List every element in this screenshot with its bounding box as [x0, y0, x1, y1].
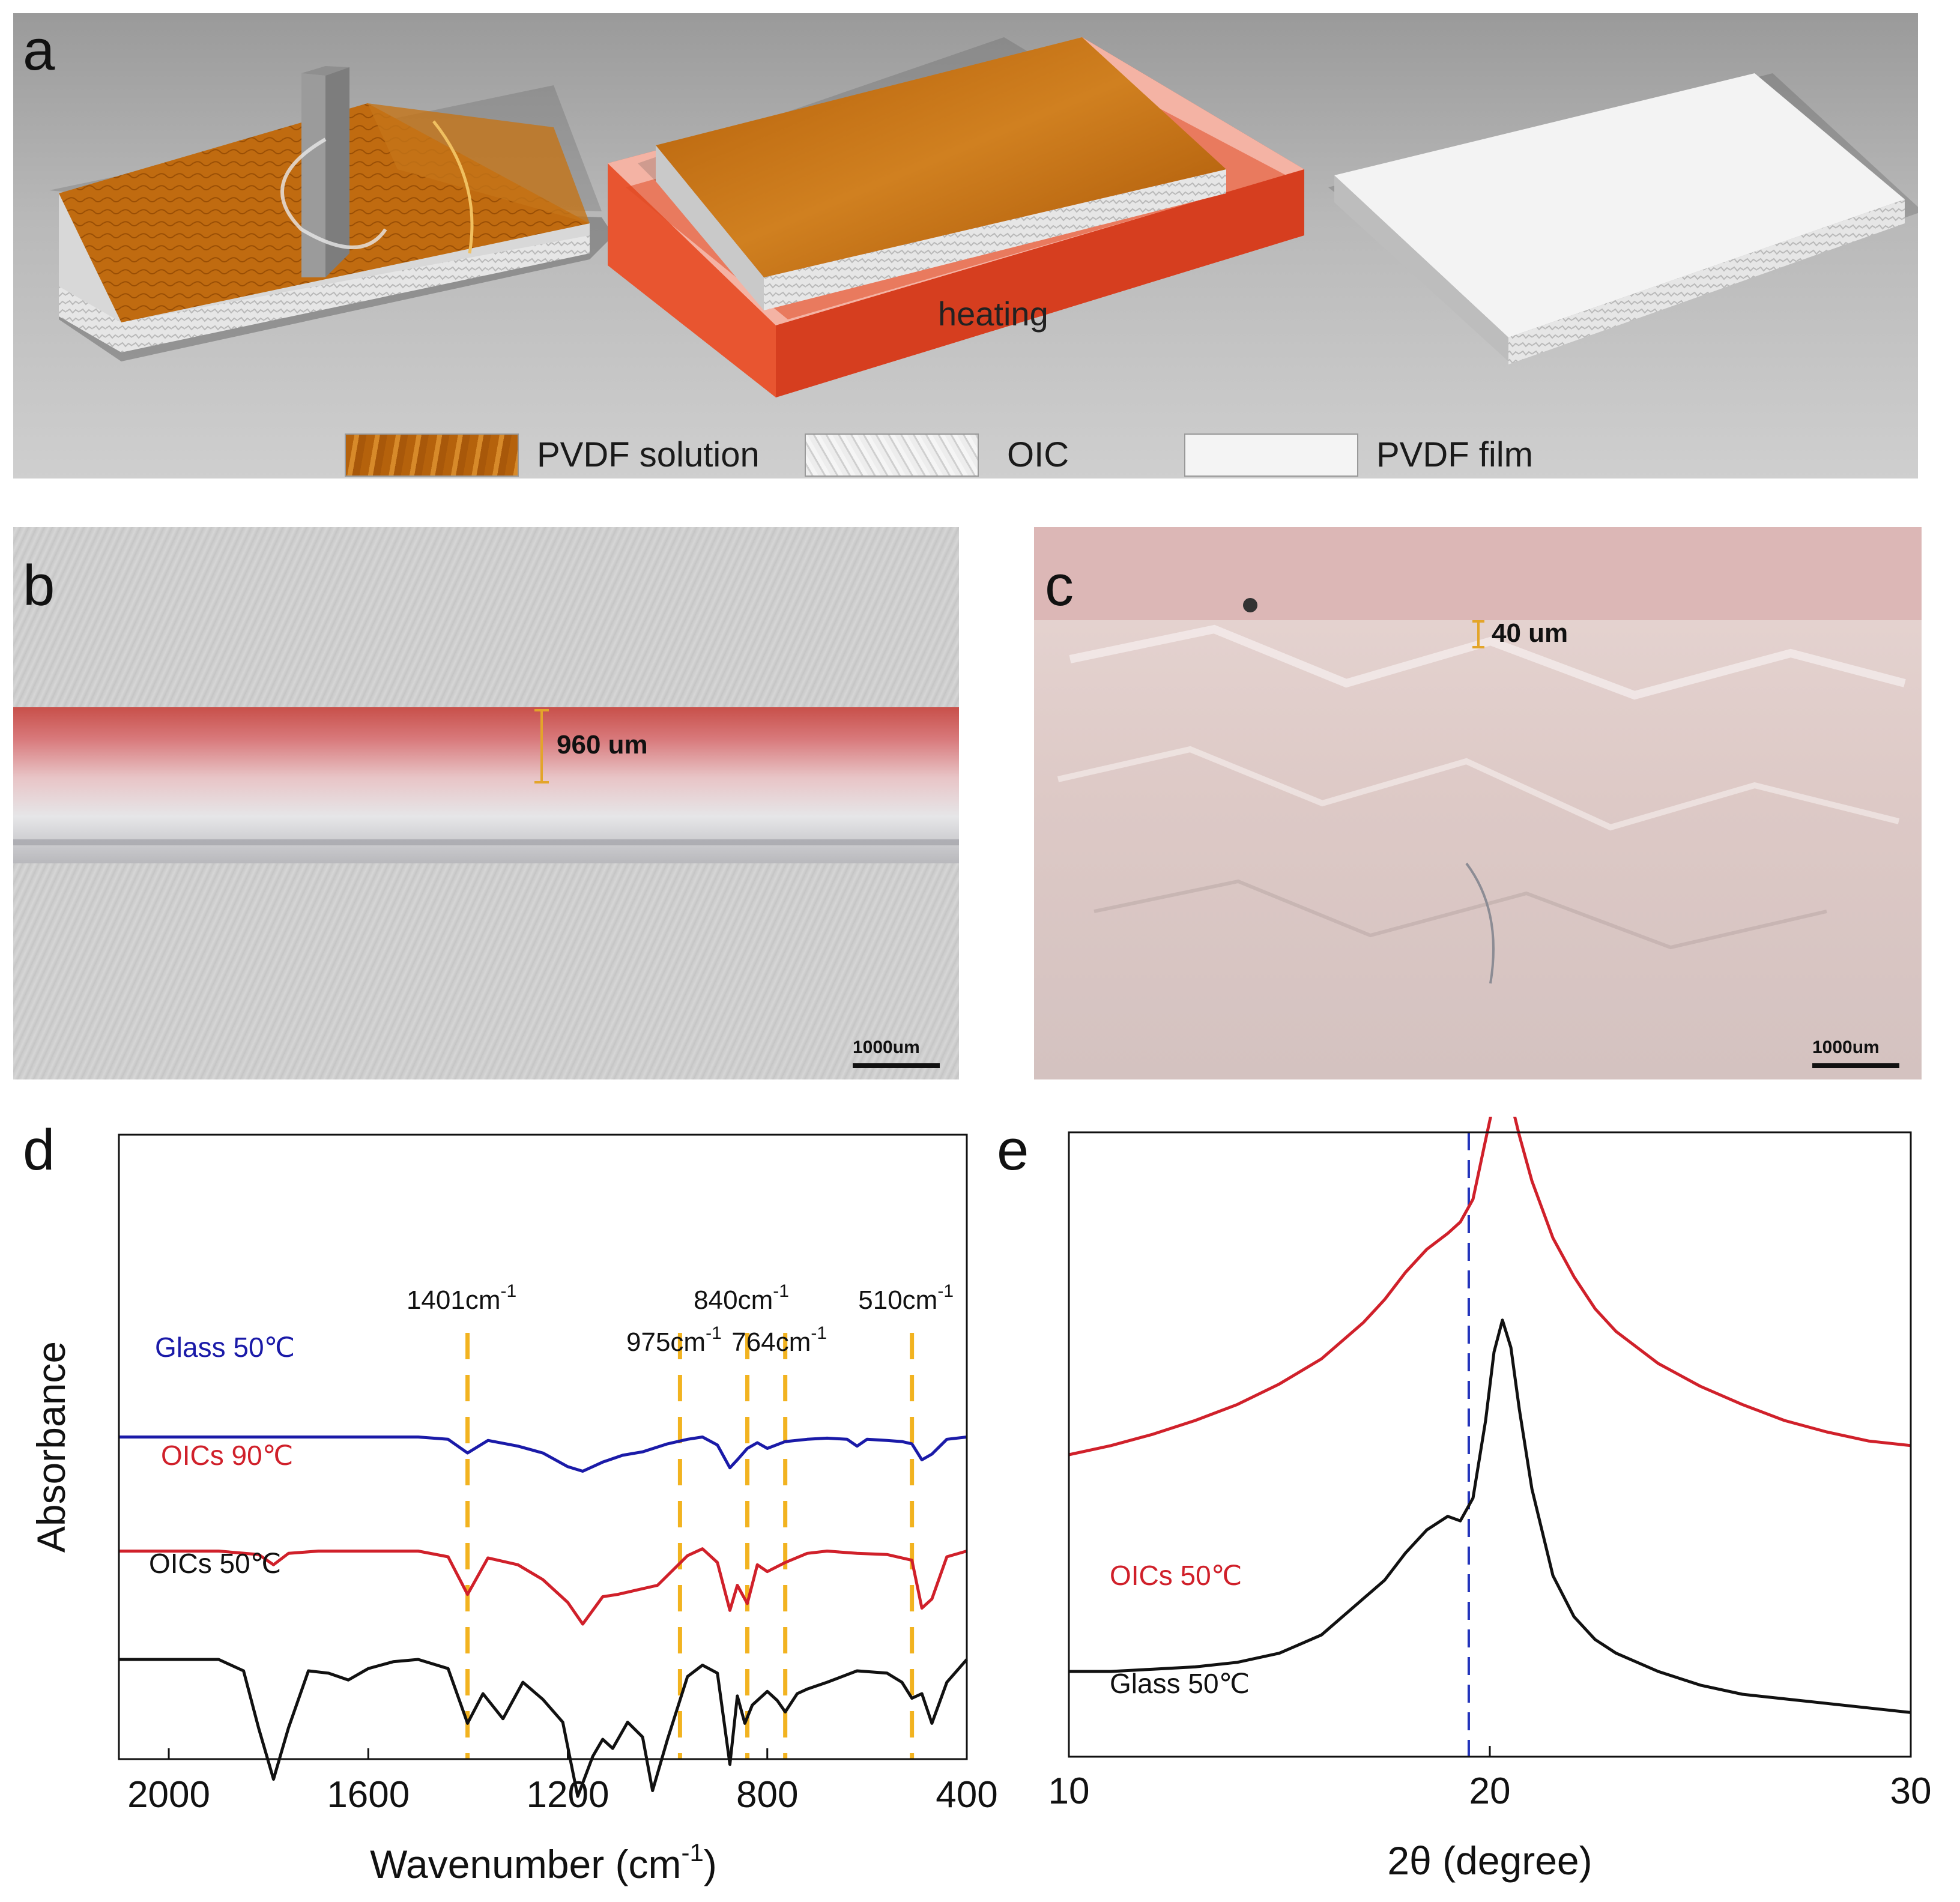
xrd-series-oics-50 [1068, 1117, 1911, 1457]
ftir-plot-frame [118, 1134, 968, 1760]
ftir-x-tick-label-800: 800 [736, 1774, 798, 1816]
ftir-y-axis-title: Absorbance [29, 1341, 73, 1553]
xrd-series-glass-50 [1069, 1318, 1911, 1714]
panel-letter-d: d [23, 1118, 55, 1182]
ftir-x-tick-label-400: 400 [936, 1774, 997, 1816]
heating-slab: heating [608, 37, 1304, 397]
xrd-series-label-glass-50: Glass 50℃ [1110, 1668, 1250, 1699]
panel-letter-b: b [23, 554, 55, 618]
ftir-series-glass-50 [119, 1436, 967, 1473]
film-cross-section-photo [1034, 527, 1922, 1079]
panel-letter-a: a [23, 18, 55, 82]
panel-letter-e: e [997, 1118, 1029, 1182]
legend-swatch-pvdf-solution [345, 433, 519, 477]
xrd-x-tick-label-20: 20 [1469, 1771, 1511, 1812]
ftir-series-label-oics-90: OICs 90℃ [161, 1440, 293, 1471]
thickness-label-c: 40 um [1492, 618, 1568, 648]
ftir-spectra-chart: 1401cm-1 975cm-1 840cm-1 764cm-1 510cm-1 Gla… [29, 1134, 997, 1886]
legend-label-oic: OIC [1007, 435, 1069, 474]
legend-label-pvdf-film: PVDF film [1376, 435, 1533, 474]
peak-label-764: 764cm-1 [731, 1323, 827, 1357]
panel-b-micrograph: 960 um 1000um [13, 527, 959, 1079]
ftir-series-label-glass-50: Glass 50℃ [155, 1332, 295, 1363]
legend-label-pvdf-solution: PVDF solution [537, 435, 760, 474]
fabrication-schematic: heating [49, 37, 1918, 397]
xrd-plot-frame [1068, 1131, 1912, 1758]
coating-slab [49, 66, 614, 361]
xrd-x-tick-label-30: 30 [1890, 1771, 1932, 1812]
xrd-series-label-oics-50: OICs 50℃ [1110, 1560, 1242, 1591]
legend-swatch-oic [805, 433, 979, 477]
ftir-x-tick-label-2000: 2000 [127, 1774, 210, 1816]
ftir-series-oics-90 [119, 1547, 967, 1626]
xrd-pattern-chart: OICs 50℃ Glass 50℃ 10 20 30 2θ (degree) [1048, 1117, 1932, 1883]
ftir-x-tick-label-1600: 1600 [327, 1774, 410, 1816]
heating-label: heating [938, 295, 1048, 333]
legend-swatch-pvdf-film [1184, 433, 1358, 477]
panel-a-schematic: heating PVDF solution OIC PVDF film [13, 13, 1918, 479]
panel-c-micrograph: 40 um 1000um [1034, 527, 1922, 1079]
peak-label-510: 510cm-1 [858, 1281, 954, 1315]
panel-letter-c: c [1045, 554, 1074, 618]
peak-label-840: 840cm-1 [694, 1281, 789, 1315]
ftir-series-oics-50 [119, 1658, 968, 1798]
xrd-x-tick-label-10: 10 [1048, 1771, 1090, 1812]
film-slab [1328, 73, 1918, 364]
ftir-x-axis-title: Wavenumber (cm-1) [370, 1838, 717, 1886]
peak-label-1401: 1401cm-1 [407, 1281, 516, 1315]
peak-label-975: 975cm-1 [626, 1323, 722, 1357]
xrd-x-axis-title: 2θ (degree) [1387, 1838, 1592, 1883]
tube-cross-section-photo [13, 707, 959, 1068]
ftir-series-label-oics-50: OICs 50℃ [149, 1548, 281, 1579]
scale-bar-label-b: 1000um [853, 1037, 920, 1057]
ftir-x-tick-label-1200: 1200 [527, 1774, 609, 1816]
thickness-label-b: 960 um [557, 730, 648, 759]
scale-bar-label-c: 1000um [1812, 1037, 1880, 1057]
